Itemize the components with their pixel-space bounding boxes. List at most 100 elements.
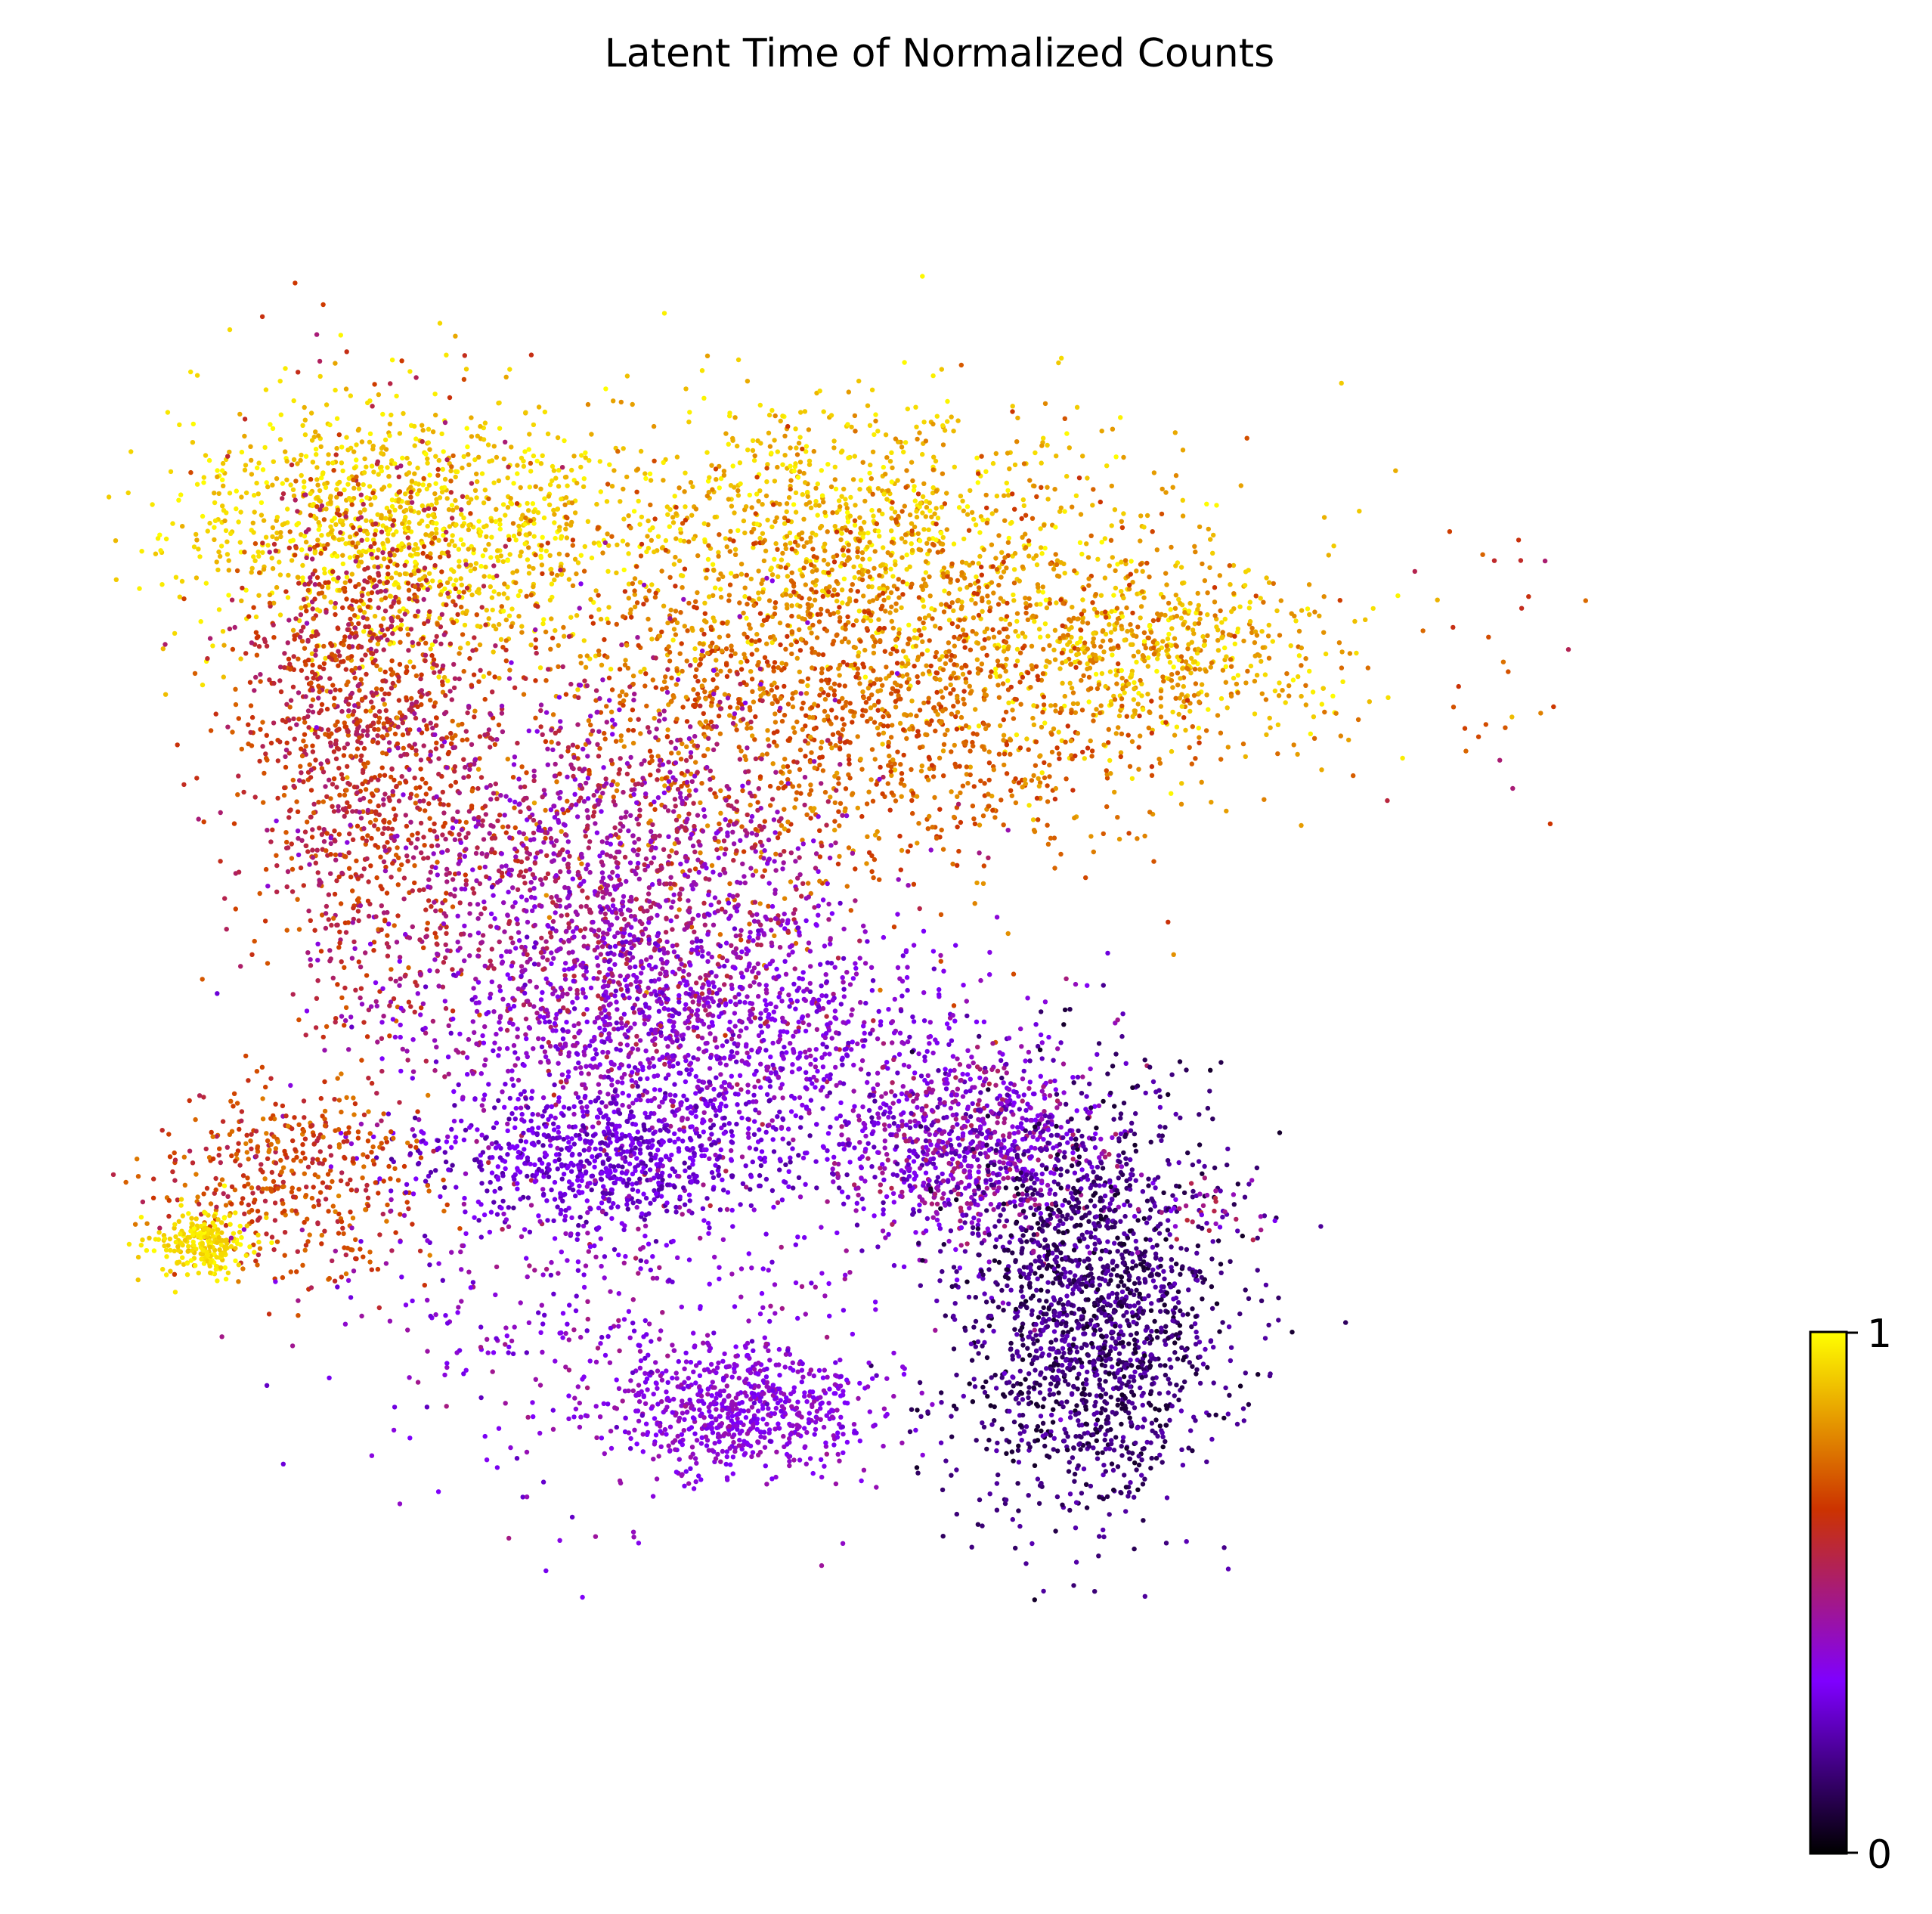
data-point <box>710 562 716 567</box>
data-point <box>926 695 931 701</box>
data-point <box>1181 622 1186 627</box>
data-point <box>1028 685 1033 690</box>
data-point <box>1128 642 1134 647</box>
data-point <box>732 415 738 420</box>
data-point <box>1172 605 1178 611</box>
data-point <box>797 460 803 465</box>
data-point <box>614 788 620 794</box>
data-point <box>727 537 732 542</box>
data-point <box>1057 710 1063 715</box>
data-point <box>961 701 968 707</box>
data-point <box>1218 757 1224 762</box>
data-point <box>1274 608 1280 614</box>
data-point <box>437 495 443 500</box>
data-point <box>1174 643 1179 649</box>
data-point <box>904 680 910 685</box>
data-point <box>782 826 788 832</box>
data-point <box>439 489 445 494</box>
data-point <box>1031 722 1037 727</box>
data-point <box>591 540 597 546</box>
data-point <box>957 763 962 769</box>
data-point <box>703 719 709 724</box>
data-point <box>686 600 692 606</box>
data-point <box>491 623 497 629</box>
data-point <box>319 475 324 481</box>
data-point <box>807 458 813 463</box>
data-point <box>996 582 1002 588</box>
data-point <box>1058 560 1064 565</box>
data-point <box>1223 680 1229 685</box>
data-point <box>1139 589 1145 594</box>
data-point <box>687 410 692 415</box>
data-point <box>1163 571 1169 576</box>
data-point <box>1265 633 1271 639</box>
data-point <box>139 549 144 554</box>
data-point <box>891 584 897 589</box>
data-point <box>1080 749 1085 755</box>
data-point <box>881 597 887 602</box>
data-point <box>1113 585 1119 591</box>
data-point <box>465 444 470 450</box>
data-point <box>847 701 853 706</box>
data-point <box>693 599 698 604</box>
data-point <box>571 454 577 459</box>
data-point <box>561 624 566 630</box>
data-point <box>605 568 611 574</box>
data-point <box>821 409 826 414</box>
data-point <box>406 648 411 653</box>
data-point <box>1049 749 1055 755</box>
data-point <box>379 529 385 534</box>
data-point <box>570 543 575 548</box>
data-point <box>1112 627 1118 632</box>
data-point <box>317 488 323 494</box>
data-point <box>876 617 881 622</box>
data-point <box>775 729 780 734</box>
data-point <box>984 505 989 511</box>
data-point <box>487 459 492 464</box>
data-point <box>454 578 459 583</box>
data-point <box>913 404 918 410</box>
data-point <box>803 754 808 759</box>
data-point <box>389 412 394 418</box>
data-point <box>450 736 455 741</box>
data-point <box>1357 509 1362 514</box>
data-point <box>451 568 457 575</box>
data-point <box>1108 537 1114 543</box>
data-point <box>952 742 958 748</box>
data-point <box>1205 590 1210 596</box>
data-point <box>930 421 936 427</box>
data-point <box>928 663 933 669</box>
data-point <box>864 801 870 807</box>
data-point <box>924 720 930 726</box>
data-point <box>993 666 999 672</box>
data-point <box>415 546 420 551</box>
data-point <box>277 739 283 745</box>
data-point <box>433 526 439 532</box>
data-point <box>991 767 997 773</box>
data-point <box>563 526 568 531</box>
data-point <box>848 587 853 593</box>
data-point <box>630 740 636 746</box>
data-point <box>847 776 853 781</box>
data-point <box>426 482 432 488</box>
data-point <box>1100 638 1106 644</box>
data-point <box>881 464 887 470</box>
data-point <box>518 485 523 491</box>
data-point <box>556 467 562 473</box>
data-point <box>718 668 723 674</box>
data-point <box>801 470 807 476</box>
data-point <box>900 579 906 584</box>
data-point <box>872 549 878 554</box>
data-point <box>1145 635 1150 640</box>
data-point <box>1081 608 1087 614</box>
data-point <box>919 584 924 589</box>
data-point <box>539 562 545 568</box>
data-point <box>693 702 698 708</box>
data-point <box>626 551 631 556</box>
data-point <box>661 679 667 684</box>
data-point <box>349 571 355 577</box>
data-point <box>852 413 858 419</box>
data-point <box>1137 713 1142 719</box>
data-point <box>224 552 231 557</box>
data-point <box>399 358 404 364</box>
